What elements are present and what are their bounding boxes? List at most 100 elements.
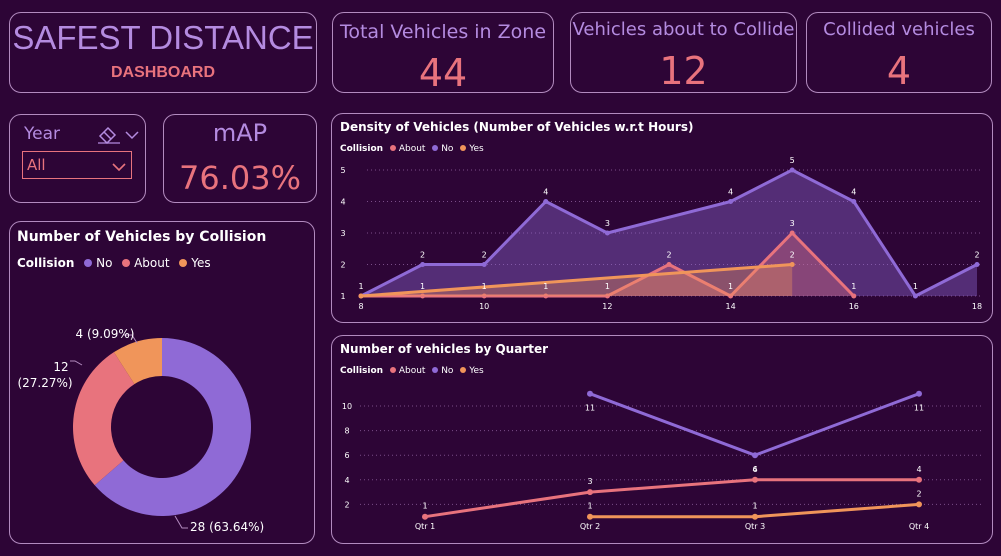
density-data-label: 3 (790, 219, 795, 228)
kpi-total-label: Total Vehicles in Zone (339, 21, 547, 43)
quarter-point-about (422, 513, 428, 520)
density-point-no (851, 199, 857, 204)
year-dropdown[interactable]: All (22, 151, 132, 179)
density-y-tick: 4 (340, 198, 345, 207)
density-y-tick: 5 (340, 166, 345, 175)
donut-slice-about (73, 352, 135, 486)
density-data-label: 1 (913, 282, 918, 291)
donut-label-no: 28 (63.64%) (190, 520, 264, 534)
density-data-label: 1 (482, 282, 487, 291)
kpi-about-label: Vehicles about to Collide (572, 19, 795, 40)
density-point-about (543, 293, 549, 299)
density-x-tick: 18 (972, 302, 982, 311)
kpi-total-vehicles: Total Vehicles in Zone 44 (332, 12, 554, 95)
density-point-no (481, 262, 487, 267)
year-filter-label: Year (24, 124, 60, 144)
quarter-point-yes (916, 501, 922, 508)
density-data-label: 3 (605, 219, 610, 228)
density-x-tick: 10 (479, 302, 489, 311)
density-data-label: 2 (420, 251, 425, 260)
quarter-y-tick: 4 (344, 476, 349, 485)
quarter-x-tick: Qtr 2 (580, 522, 600, 531)
quarter-point-no (587, 390, 593, 397)
density-x-tick: 16 (849, 302, 859, 311)
quarter-x-tick: Qtr 3 (745, 522, 765, 531)
density-x-tick: 14 (726, 302, 736, 311)
density-data-label: 1 (851, 282, 856, 291)
density-point-no (728, 199, 734, 204)
legend-dot-yes (460, 367, 467, 373)
kpi-total-value: 44 (418, 51, 468, 95)
kpi-collided-value: 4 (886, 49, 912, 93)
legend-dot-about (389, 145, 396, 151)
quarter-data-label: 2 (916, 489, 921, 498)
collapse-chevron-icon[interactable] (124, 127, 140, 141)
density-line-no (360, 168, 978, 298)
quarter-point-yes (752, 513, 758, 520)
legend-label-no: No (441, 366, 454, 376)
quarter-point-no (916, 390, 922, 397)
legend-label-yes: Yes (469, 144, 484, 154)
density-data-label: 1 (543, 282, 548, 291)
quarter-data-label: 4 (916, 465, 921, 474)
donut-leader-no (174, 515, 188, 529)
density-point-no (974, 262, 980, 267)
donut-leader-about (70, 360, 83, 366)
density-point-no (604, 230, 610, 236)
density-point-yes (789, 262, 795, 267)
quarter-line-about (424, 478, 919, 519)
density-point-no (543, 199, 549, 204)
quarter-line-no (589, 392, 920, 457)
density-area-about (361, 233, 854, 296)
dashboard-subtitle: DASHBOARD (111, 64, 215, 81)
quarter-data-label: 11 (914, 404, 924, 413)
density-point-about (481, 293, 487, 299)
donut-label-about-count: 12 (53, 360, 68, 374)
density-data-label: 2 (482, 251, 487, 260)
legend-title: Collision (340, 366, 384, 376)
density-point-no (789, 167, 795, 173)
kpi-about-value: 12 (659, 49, 708, 93)
density-data-label: 2 (974, 251, 979, 260)
legend-label-about: About (134, 256, 170, 270)
legend-dot-about (122, 259, 131, 267)
density-data-label: 1 (420, 282, 425, 291)
donut-slice-no (94, 338, 252, 516)
quarter-y-tick: 10 (342, 402, 352, 411)
quarter-data-label: 6 (752, 465, 757, 474)
density-point-about (789, 230, 795, 236)
donut-chart-title: Number of Vehicles by Collision (17, 229, 267, 245)
density-point-about (604, 293, 610, 299)
legend-dot-no (84, 259, 93, 267)
density-data-label: 4 (543, 188, 548, 197)
legend-label-no: No (96, 256, 113, 270)
quarter-legend: Collision About No Yes (340, 366, 484, 376)
density-x-tick: 12 (602, 302, 612, 311)
density-data-label: 2 (666, 251, 671, 260)
density-point-about (851, 293, 857, 299)
density-data-label: 1 (605, 282, 610, 291)
collision-donut-card: Number of Vehicles by Collision Collisio… (9, 221, 315, 544)
density-chart-title: Density of Vehicles (Number of Vehicles … (340, 120, 694, 134)
eraser-icon[interactable] (96, 124, 122, 145)
density-point-about (728, 293, 734, 299)
year-filter-card: Year All (9, 114, 146, 203)
density-data-label: 4 (728, 188, 733, 197)
legend-title: Collision (340, 144, 384, 154)
quarter-point-yes (587, 513, 593, 520)
donut-leader-yes (123, 334, 138, 344)
quarter-chart-title: Number of vehicles by Quarter (340, 342, 549, 356)
quarter-data-label: 4 (752, 465, 757, 474)
dashboard-title: SAFEST DISTANCE (12, 19, 314, 56)
density-line-yes (360, 263, 793, 298)
quarter-x-tick: Qtr 1 (415, 522, 435, 531)
quarter-chart-card: Number of vehicles by Quarter Collision … (331, 335, 993, 544)
kpi-collided: Collided vehicles 4 (806, 12, 992, 93)
kpi-collided-label: Collided vehicles (823, 19, 975, 40)
donut-label-yes: 4 (9.09%) (76, 327, 135, 341)
legend-dot-yes (179, 259, 188, 267)
donut-legend: Collision No About Yes (17, 256, 211, 270)
quarter-y-tick: 8 (344, 427, 349, 436)
quarter-data-label: 11 (585, 404, 595, 413)
